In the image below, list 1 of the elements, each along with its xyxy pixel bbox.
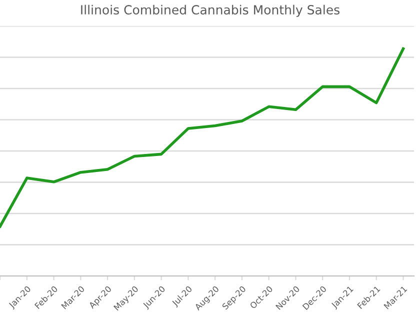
chart-title: Illinois Combined Cannabis Monthly Sales xyxy=(81,4,340,17)
